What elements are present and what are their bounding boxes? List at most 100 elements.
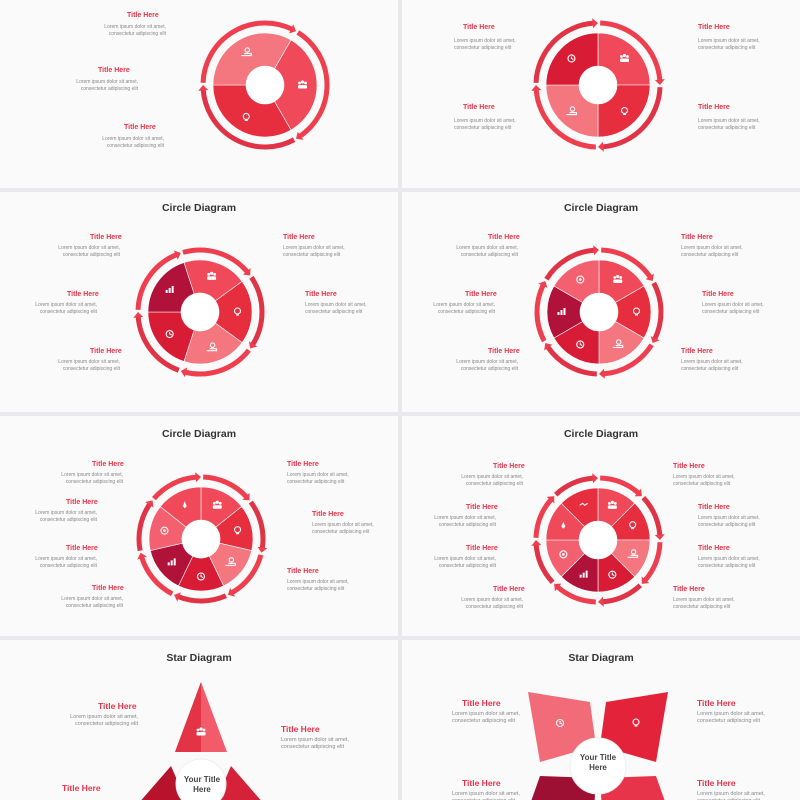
circle-diagram (531, 473, 665, 607)
ring-arc (152, 474, 197, 501)
item-body: Lorem ipsum dolor sit amet, consectetur … (697, 711, 765, 725)
item-title: Title Here (493, 463, 525, 470)
ring-arrow (650, 336, 660, 343)
item-title: Title Here (698, 545, 730, 552)
clock-icon (567, 54, 576, 63)
center-hole (182, 520, 220, 558)
ring-arrow (248, 341, 258, 349)
ring-arrow (243, 268, 251, 276)
item-body: Lorem ipsum dolor sit amet, consectetur … (433, 302, 495, 315)
people-icon (607, 500, 617, 509)
item-body: Lorem ipsum dolor sit amet, consectetur … (35, 556, 97, 569)
ring-arc (603, 343, 654, 377)
item-body: Lorem ipsum dolor sit amet, consectetur … (312, 522, 374, 535)
item-title: Title Here (90, 348, 122, 355)
slide-title: Circle Diagram (161, 428, 237, 440)
ring-arc (200, 89, 296, 150)
ring-arc (534, 283, 547, 343)
clock-icon (555, 718, 565, 728)
slide-4: Circle Diagram Title Here Lorem ipsum do… (402, 192, 800, 412)
slide-7: Star Diagram Title Here Lorem ipsum dolo… (0, 640, 398, 800)
ring-arc (182, 247, 250, 274)
slide-1: Title Here Lorem ipsum dolor sit amet, c… (0, 0, 398, 188)
money-hand-icon (566, 106, 578, 116)
slide-title: Circle Diagram (563, 428, 639, 440)
item-title: Title Here (493, 586, 525, 593)
circle-diagram (198, 20, 330, 150)
item-body: Lorem ipsum dolor sit amet, consectetur … (452, 711, 520, 725)
ring-arc (554, 475, 594, 497)
clock-icon (165, 329, 174, 339)
lightbulb-icon (242, 112, 250, 122)
ring-arrow (538, 281, 548, 288)
item-body: Lorem ipsum dolor sit amet, consectetur … (287, 579, 349, 592)
item-body: Lorem ipsum dolor sit amet, consectetur … (452, 791, 520, 800)
ring-arrow (599, 368, 605, 379)
item-title: Title Here (462, 698, 501, 708)
item-body: Lorem ipsum dolor sit amet, consectetur … (104, 24, 166, 37)
ring-arrow (546, 496, 555, 504)
ring-arrow (174, 592, 181, 602)
ring-arrow (242, 492, 250, 501)
ring-arrow (592, 473, 598, 484)
item-title: Title Here (698, 504, 730, 511)
people-icon (613, 274, 623, 284)
handshake-icon (579, 502, 588, 507)
ring-arc (296, 30, 330, 139)
ring-arrow (544, 343, 553, 351)
ring-arc (248, 500, 266, 549)
star-petal (175, 682, 201, 752)
circle-diagram (531, 18, 665, 152)
ring-arrow (198, 85, 209, 91)
item-body: Lorem ipsum dolor sit amet, consectetur … (461, 597, 523, 610)
item-title: Title Here (287, 568, 319, 575)
ring-arc (203, 474, 249, 499)
center-circle (569, 737, 627, 795)
ring-arc (641, 496, 663, 536)
star-petal (141, 766, 186, 800)
item-title: Title Here (287, 461, 319, 468)
chart-icon (167, 558, 176, 566)
item-title: Title Here (465, 291, 497, 298)
ring-arrow (634, 488, 642, 497)
item-title: Title Here (92, 461, 124, 468)
people-icon (212, 500, 222, 509)
slide-title: Star Diagram (568, 652, 634, 664)
item-body: Lorem ipsum dolor sit amet, consectetur … (456, 245, 518, 258)
ring-arc (136, 502, 153, 552)
slide-5: Circle Diagram Title Here Lorem ipsum do… (0, 416, 398, 636)
star-diagram (528, 692, 668, 800)
money-hand-icon (206, 342, 218, 352)
ring-arc (177, 593, 227, 604)
item-body: Lorem ipsum dolor sit amet, consectetur … (673, 474, 735, 487)
item-body: Lorem ipsum dolor sit amet, consectetur … (681, 245, 743, 258)
item-title: Title Here (463, 24, 495, 31)
target-icon (559, 550, 568, 559)
lightbulb-icon (632, 718, 640, 727)
ring-arrow (173, 250, 181, 260)
item-body: Lorem ipsum dolor sit amet, consectetur … (58, 359, 120, 372)
slide-8: Star Diagram Title Here Lorem ipsum dolo… (402, 640, 800, 800)
item-title: Title Here (305, 291, 337, 298)
item-body: Lorem ipsum dolor sit amet, consectetur … (283, 245, 345, 258)
item-body: Lorem ipsum dolor sit amet, consectetur … (61, 596, 123, 609)
item-body: Lorem ipsum dolor sit amet, consectetur … (35, 302, 97, 315)
ring-arrow (180, 367, 188, 378)
item-title: Title Here (488, 348, 520, 355)
ring-arc (602, 583, 642, 605)
ring-arc (533, 544, 555, 584)
ring-arrow (531, 540, 542, 546)
ring-arc (249, 275, 265, 347)
slide-title: Circle Diagram (161, 202, 237, 214)
item-body: Lorem ipsum dolor sit amet, consectetur … (681, 359, 743, 372)
clock-icon (196, 572, 206, 581)
ring-arc (533, 497, 554, 539)
pie-segment (212, 32, 292, 86)
ring-arrow (227, 588, 236, 597)
item-title: Title Here (98, 67, 130, 74)
item-title: Title Here (488, 234, 520, 241)
ring-arc (139, 556, 174, 597)
ring-arc (184, 348, 251, 377)
star-diagram (141, 682, 261, 800)
lightbulb-icon (234, 526, 242, 535)
